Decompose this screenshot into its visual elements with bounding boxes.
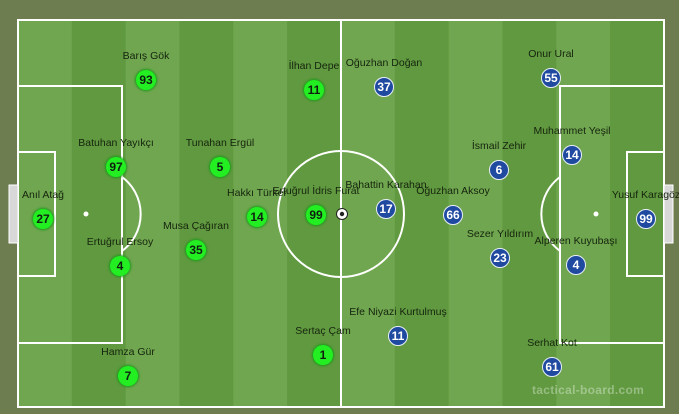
player-number[interactable]: 4: [110, 256, 130, 276]
player-number[interactable]: 11: [304, 80, 324, 100]
left-penalty-arc: [121, 176, 142, 252]
player-name: Yusuf Karagöz: [611, 189, 679, 201]
pitch-stripe: [394, 20, 450, 407]
player-number[interactable]: 4: [566, 255, 586, 275]
player-number[interactable]: 35: [186, 240, 206, 260]
player-name: Ertuğrul Ersoy: [86, 236, 154, 248]
player-name: Ertuğrul İdris Furat: [272, 185, 360, 197]
player-name: Serhat Kot: [527, 337, 577, 349]
player-number[interactable]: 14: [562, 145, 582, 165]
player-number[interactable]: 93: [136, 70, 156, 90]
player-number[interactable]: 1: [313, 345, 333, 365]
left-goal: [8, 184, 19, 244]
player-name: Muhammet Yeşil: [533, 125, 611, 137]
player-name: Sezer Yıldırım: [466, 228, 534, 240]
player-number[interactable]: 66: [443, 205, 463, 225]
right-goal: [663, 184, 674, 244]
player-number[interactable]: 6: [489, 160, 509, 180]
player-name: Hamza Gür: [101, 346, 155, 358]
player-name: Sertaç Çam: [295, 325, 351, 337]
player-name: Barış Gök: [122, 50, 170, 62]
soccer-ball-icon[interactable]: [336, 208, 348, 220]
player-number[interactable]: 17: [376, 199, 396, 219]
player-name: İsmail Zehir: [471, 140, 527, 152]
watermark: tactical-board.com: [532, 383, 645, 397]
pitch-stripe: [179, 20, 234, 407]
player-number[interactable]: 5: [210, 157, 230, 177]
right-penalty-arc: [540, 176, 561, 252]
player-number[interactable]: 27: [33, 209, 53, 229]
player-number[interactable]: 7: [118, 366, 138, 386]
player-name: Alperen Kuyubaşı: [534, 235, 618, 247]
player-number[interactable]: 97: [106, 157, 126, 177]
player-name: Musa Çağıran: [163, 220, 229, 232]
player-number[interactable]: 37: [374, 77, 394, 97]
player-number[interactable]: 14: [247, 207, 267, 227]
player-name: Oğuzhan Doğan: [345, 57, 423, 69]
center-circle: [277, 150, 405, 278]
player-name: Bahattin Karahan: [345, 179, 427, 191]
player-number[interactable]: 55: [541, 68, 561, 88]
player-name: Onur Ural: [528, 48, 574, 60]
player-name: Efe Niyazi Kurtulmuş: [349, 306, 447, 318]
player-number[interactable]: 11: [388, 326, 408, 346]
player-number[interactable]: 99: [306, 205, 326, 225]
player-name: Tunahan Ergül: [185, 137, 255, 149]
player-number[interactable]: 99: [636, 209, 656, 229]
player-name: Batuhan Yayıkçı: [78, 137, 154, 149]
player-number[interactable]: 61: [542, 357, 562, 377]
right-penalty-spot: [593, 211, 599, 217]
player-number[interactable]: 23: [490, 248, 510, 268]
player-name: Hakkı Türker: [227, 187, 287, 199]
player-name: Oğuzhan Aksoy: [416, 185, 490, 197]
left-penalty-spot: [83, 211, 89, 217]
player-name: Anıl Atağ: [21, 189, 65, 201]
player-name: İlhan Depe: [288, 60, 340, 72]
